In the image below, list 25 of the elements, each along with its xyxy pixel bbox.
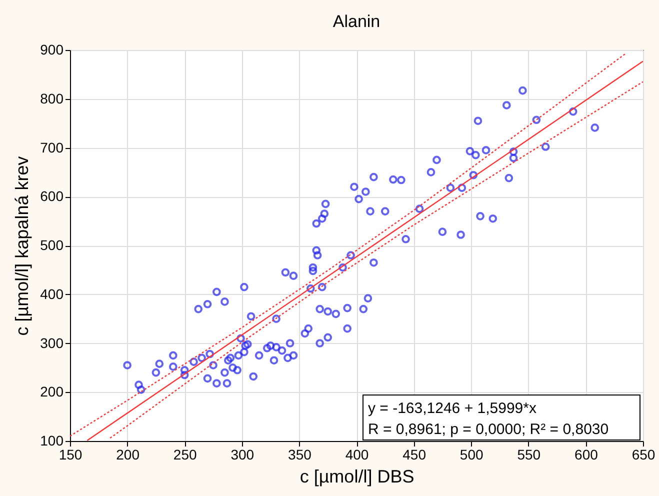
x-tick-label: 400 [345, 446, 369, 462]
x-tick-label: 300 [230, 446, 254, 462]
x-tick-label: 600 [574, 446, 598, 462]
chart-title: Alanin [332, 12, 380, 31]
x-axis-title: c [µmol/l] DBS [300, 466, 414, 486]
y-axis-title: c [µmol/l] kapalná krev [12, 156, 32, 336]
x-tick-label: 250 [173, 446, 197, 462]
y-tick-label: 100 [40, 432, 64, 448]
y-tick-label: 200 [40, 384, 64, 400]
x-tick-label: 450 [402, 446, 426, 462]
x-tick-label: 350 [288, 446, 312, 462]
y-tick-label: 300 [40, 334, 64, 351]
y-tick-label: 800 [40, 90, 64, 106]
x-tick-label: 200 [116, 446, 140, 462]
x-tick-label: 550 [517, 446, 541, 462]
y-tick-label: 700 [40, 139, 64, 156]
x-tick-label: 650 [632, 446, 656, 462]
annotation: R = 0,8961; p = 0,0000; R² = 0,8030 [368, 421, 609, 438]
y-tick-label: 400 [40, 286, 64, 302]
annotation: y = -163,1246 + 1,5999*x [368, 400, 537, 417]
x-tick-label: 150 [58, 446, 82, 462]
y-tick-label: 500 [40, 237, 64, 253]
y-tick-label: 900 [40, 42, 64, 58]
y-tick-label: 600 [40, 188, 64, 204]
x-tick-label: 500 [460, 446, 484, 462]
